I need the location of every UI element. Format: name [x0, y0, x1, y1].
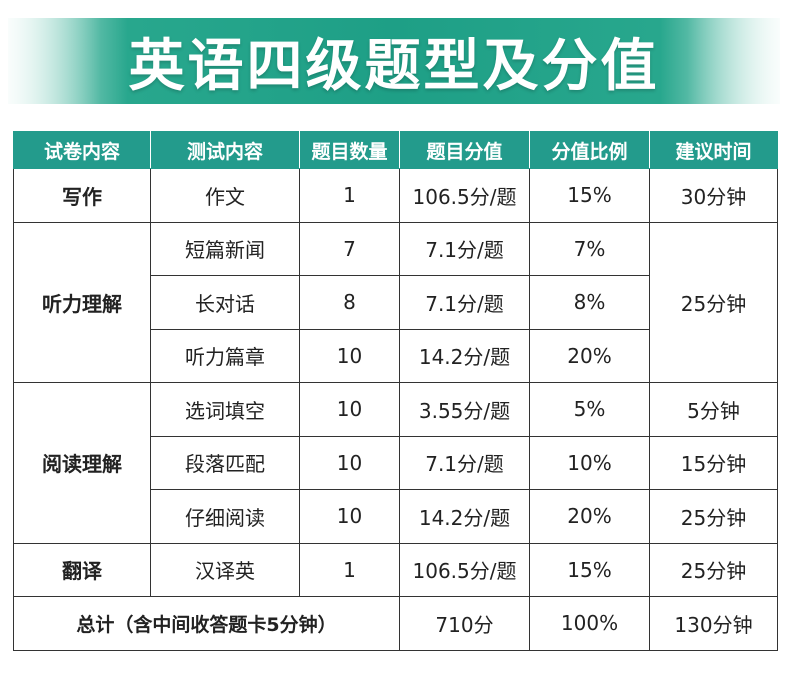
cell-ratio: 20% [529, 489, 650, 544]
section-reading: 阅读理解 [13, 382, 151, 544]
cell-content: 段落匹配 [150, 435, 300, 490]
section-writing: 写作 [13, 168, 151, 223]
total-ratio: 100% [529, 596, 650, 651]
cell-time: 30分钟 [649, 168, 778, 223]
cell-time-listening: 25分钟 [649, 221, 778, 383]
cell-score: 14.2分/题 [399, 489, 530, 544]
header-question-score: 题目分值 [399, 131, 530, 169]
header-suggested-time: 建议时间 [649, 131, 778, 169]
total-score: 710分 [399, 596, 530, 651]
cell-score: 106.5分/题 [399, 168, 530, 223]
cell-score: 14.2分/题 [399, 328, 530, 383]
cell-count: 7 [299, 221, 400, 276]
cell-ratio: 10% [529, 435, 650, 490]
cell-count: 10 [299, 435, 400, 490]
header-question-count: 题目数量 [299, 131, 400, 169]
cell-count: 1 [299, 542, 400, 597]
score-table-container: 试卷内容 测试内容 题目数量 题目分值 分值比例 建议时间 写作 作文 1 10… [13, 131, 778, 651]
cell-time: 15分钟 [649, 435, 778, 490]
table-row: 阅读理解 选词填空 10 3.55分/题 5% 5分钟 [13, 382, 778, 544]
header-row: 试卷内容 测试内容 题目数量 题目分值 分值比例 建议时间 [13, 131, 778, 169]
cell-ratio: 5% [529, 382, 650, 437]
cell-ratio: 20% [529, 328, 650, 383]
cell-content: 听力篇章 [150, 328, 300, 383]
table-row: 翻译 汉译英 1 106.5分/题 15% 25分钟 [13, 542, 778, 597]
title-banner: 英语四级题型及分值 [8, 18, 780, 104]
cell-content: 作文 [150, 168, 300, 223]
section-listening: 听力理解 [13, 221, 151, 383]
cell-count: 1 [299, 168, 400, 223]
cell-count: 8 [299, 275, 400, 330]
cell-content: 汉译英 [150, 542, 300, 597]
cell-content: 仔细阅读 [150, 489, 300, 544]
header-test-content: 测试内容 [150, 131, 300, 169]
cell-content: 选词填空 [150, 382, 300, 437]
table-row: 写作 作文 1 106.5分/题 15% 30分钟 [13, 168, 778, 223]
cell-content: 长对话 [150, 275, 300, 330]
table-row: 段落匹配 10 7.1分/题 10% 15分钟 [14, 435, 778, 490]
table-header: 试卷内容 测试内容 题目数量 题目分值 分值比例 建议时间 [13, 131, 778, 169]
table-body: 写作 作文 1 106.5分/题 15% 30分钟 听力理解 短篇新闻 7 7.… [13, 168, 778, 651]
header-paper-section: 试卷内容 [13, 131, 151, 169]
cell-score: 106.5分/题 [399, 542, 530, 597]
cell-ratio: 15% [529, 542, 650, 597]
cell-time: 25分钟 [649, 542, 778, 597]
total-label: 总计（含中间收答题卡5分钟） [13, 596, 400, 651]
cell-score: 3.55分/题 [399, 382, 530, 437]
total-row: 总计（含中间收答题卡5分钟） 710分 100% 130分钟 [13, 596, 778, 651]
cell-count: 10 [299, 489, 400, 544]
cell-count: 10 [299, 328, 400, 383]
page-title: 英语四级题型及分值 [128, 33, 660, 99]
table-row: 仔细阅读 10 14.2分/题 20% 25分钟 [14, 489, 778, 544]
cell-time: 5分钟 [649, 382, 778, 437]
section-translation: 翻译 [13, 542, 151, 597]
cell-ratio: 7% [529, 221, 650, 276]
cell-score: 7.1分/题 [399, 435, 530, 490]
score-table: 试卷内容 测试内容 题目数量 题目分值 分值比例 建议时间 写作 作文 1 10… [13, 131, 778, 651]
total-time: 130分钟 [649, 596, 778, 651]
cell-ratio: 15% [529, 168, 650, 223]
header-score-ratio: 分值比例 [529, 131, 650, 169]
cell-score: 7.1分/题 [399, 275, 530, 330]
cell-count: 10 [299, 382, 400, 437]
table-row: 听力理解 短篇新闻 7 7.1分/题 7% 25分钟 [13, 221, 778, 383]
cell-content: 短篇新闻 [150, 221, 300, 276]
cell-time: 25分钟 [649, 489, 778, 544]
table-row: 长对话 8 7.1分/题 8% [14, 275, 778, 330]
cell-ratio: 8% [529, 275, 650, 330]
cell-score: 7.1分/题 [399, 221, 530, 276]
